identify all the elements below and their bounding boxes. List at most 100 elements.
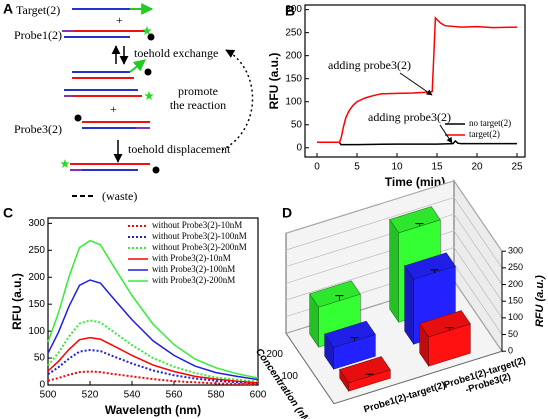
z-axis-label: RFU (a.u.) [534, 275, 546, 327]
panel-label: B [285, 3, 295, 19]
legend-label: with Probe3(2)-10nM [152, 253, 231, 263]
data-line [47, 370, 259, 386]
plus: + [110, 102, 117, 116]
data-line [317, 139, 517, 146]
bar-top [339, 356, 391, 384]
y-tick-label: 300 [28, 218, 45, 229]
y-axis-label: RFU (a.u.) [10, 273, 24, 330]
probe3-label: Probe3(2) [14, 122, 62, 136]
panel-label: D [282, 205, 292, 221]
error-bar [350, 337, 359, 341]
bar-top [389, 206, 441, 234]
y-tick-label: 100 [285, 96, 302, 107]
y-tick-label: 0 [296, 142, 302, 153]
y-tick-label: 200 [285, 50, 302, 61]
fluorophore [60, 159, 70, 168]
x-tick-label: 15 [431, 162, 443, 173]
x-tick-label: 25 [511, 162, 523, 173]
y-tick-label: 100 [28, 326, 45, 337]
bar [339, 356, 391, 393]
annotation: adding probe3(2) [328, 58, 411, 72]
legend-label: with Probe3(2)-200nM [152, 275, 235, 285]
step-label: toehold exchange [134, 46, 218, 60]
plot-frame [304, 4, 526, 158]
probe1-label: Probe1(2) [14, 28, 62, 42]
x-tick-label: 580 [208, 390, 225, 401]
legend-label: target(2) [469, 129, 500, 139]
y-tick-label: 50 [34, 353, 46, 364]
z-tick-label: 250 [508, 262, 523, 272]
bar-top [404, 252, 456, 280]
z-tick-label: 50 [508, 329, 518, 339]
data-line [47, 348, 259, 385]
annotation-arrow [399, 72, 433, 96]
grid-line [285, 197, 503, 269]
grid-line [285, 180, 503, 252]
bar-side [389, 218, 400, 324]
x-tick-label: 500 [40, 390, 57, 401]
error-bar [365, 373, 374, 377]
x-tick-label: 10 [391, 162, 403, 173]
y-tick-label: 0 [39, 380, 45, 391]
grid-line [285, 230, 503, 302]
quencher [144, 68, 152, 76]
y-tick-label: 50 [291, 119, 303, 130]
x-axis-label: Time (min) [385, 175, 445, 189]
x-axis-label: Wavelength (nm) [105, 403, 201, 417]
y-tick-label: 150 [28, 299, 45, 310]
y-tick-label: 300 [285, 4, 302, 15]
annotation: adding probe3(2) [368, 110, 451, 124]
z-tick-label: 100 [508, 312, 523, 322]
bar-top [419, 310, 471, 338]
data-line [47, 239, 259, 379]
plot-frame [47, 217, 259, 386]
x-tick-label: 520 [82, 390, 99, 401]
error-bar [335, 295, 344, 301]
x-tick-label: 560 [166, 390, 183, 401]
error-bar [415, 223, 424, 227]
grid-line [285, 213, 503, 285]
z-tick-label: 0 [508, 346, 513, 356]
panel-a: A Target(2) + Probe1(2) toehold exchange… [3, 1, 254, 203]
data-line [47, 336, 259, 384]
target-label: Target(2) [16, 3, 60, 17]
bar [419, 310, 471, 368]
depth-tick-label: 100 [281, 371, 298, 382]
depth-tick-label: 200 [266, 349, 283, 360]
y-tick-label: 200 [28, 272, 45, 283]
quencher [74, 114, 82, 122]
promote-label: promote the reaction [170, 84, 226, 112]
bar [324, 320, 376, 371]
legend-label: without Probe3(2)-100nM [152, 231, 247, 241]
panel-label: C [3, 205, 13, 221]
z-tick-label: 300 [508, 246, 523, 256]
data-line [317, 16, 518, 144]
y-tick-label: 150 [285, 73, 302, 84]
error-bar [445, 327, 454, 331]
legend-label: with Probe3(2)-100nM [152, 264, 235, 274]
x-tick-label: 20 [471, 162, 483, 173]
quencher [152, 166, 160, 174]
x-tick-label: 600 [250, 390, 267, 401]
legend-label: without Probe3(2)-200nM [152, 242, 247, 252]
legend-label: without Probe3(2)-10nM [152, 220, 242, 230]
fluorophore [144, 91, 154, 100]
x-tick-label: 540 [124, 390, 141, 401]
waste-label: (waste) [102, 189, 137, 203]
bar-top [324, 320, 376, 348]
data-line [47, 319, 259, 383]
y-tick-label: 250 [285, 27, 302, 38]
x-tick-label: 5 [354, 162, 360, 173]
grid-line [285, 247, 503, 319]
quencher [147, 33, 155, 41]
z-tick-label: 200 [508, 279, 523, 289]
y-tick-label: 250 [28, 245, 45, 256]
bar-top [309, 280, 361, 308]
y-axis-label: RFU (a.u.) [267, 53, 281, 110]
dotted-arrow [221, 49, 254, 151]
annotation-arrow [439, 124, 453, 144]
x-tick-label: 0 [314, 162, 320, 173]
step-label: toehold displacement [128, 142, 231, 156]
panel-label: A [3, 1, 13, 17]
